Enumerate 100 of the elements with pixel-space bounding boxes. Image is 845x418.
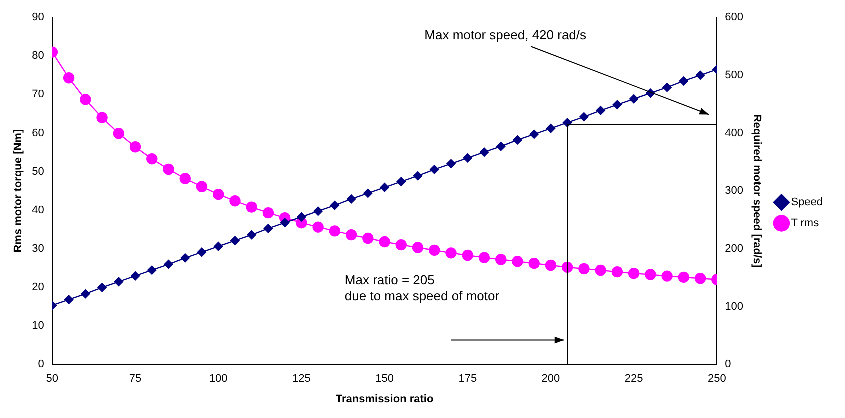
y2-tick-label: 100	[725, 300, 744, 313]
point	[580, 112, 589, 122]
point	[114, 277, 124, 286]
point	[64, 295, 74, 304]
point	[180, 254, 190, 263]
point	[230, 196, 241, 207]
y-axis-title: Rms motor torque [Nm]	[12, 129, 25, 253]
point	[346, 194, 356, 204]
y-tick-label: 50	[32, 166, 44, 178]
annotation: Max ratio = 205 due to max speed of motor	[344, 272, 500, 304]
point	[662, 82, 672, 92]
point	[478, 252, 490, 264]
x-tick-label: 200	[542, 373, 560, 386]
point	[213, 188, 224, 200]
point	[130, 142, 142, 153]
point	[314, 206, 323, 216]
point	[247, 230, 256, 240]
point	[396, 239, 408, 251]
point	[379, 236, 390, 248]
point	[246, 202, 258, 213]
y-tick-label: 40	[32, 204, 44, 216]
point	[429, 244, 440, 256]
point	[413, 171, 423, 181]
point	[446, 159, 456, 169]
y2-tick-label: 500	[725, 69, 744, 82]
point	[595, 264, 606, 276]
point	[196, 181, 208, 192]
point	[280, 218, 290, 228]
point	[362, 232, 374, 244]
point	[546, 124, 556, 134]
point	[146, 154, 158, 165]
point	[578, 263, 590, 275]
point	[330, 200, 340, 210]
y2-tick-label: 600	[725, 12, 744, 24]
point	[230, 236, 240, 246]
point	[596, 106, 606, 116]
point	[528, 258, 540, 270]
point	[496, 142, 506, 152]
y2-tick-label: 200	[725, 242, 744, 255]
point	[545, 260, 557, 272]
point	[214, 242, 224, 252]
point	[694, 273, 706, 284]
x-tick-label: 225	[624, 373, 644, 386]
point	[480, 148, 490, 157]
point	[297, 212, 306, 222]
x-tick-label: 50	[46, 373, 59, 386]
point	[346, 229, 358, 241]
point	[329, 226, 341, 237]
y-tick-label: 90	[32, 12, 44, 24]
point	[496, 254, 507, 266]
point	[148, 266, 157, 275]
point	[463, 154, 472, 163]
point	[262, 207, 274, 219]
legend-label: T rms	[791, 218, 820, 230]
y-tick-label: 0	[38, 358, 44, 371]
y-tick-label: 20	[32, 282, 44, 294]
point	[96, 112, 108, 124]
point	[696, 70, 706, 80]
point	[446, 248, 457, 259]
x-tick-label: 125	[292, 373, 311, 386]
annotation: Max motor speed, 420 rad/s	[424, 28, 588, 43]
y-tick-label: 10	[32, 320, 44, 332]
point	[612, 266, 624, 278]
point	[113, 128, 125, 140]
point	[612, 100, 622, 110]
point	[662, 270, 673, 282]
point	[180, 173, 191, 184]
x-axis-title: Transmission ratio	[336, 393, 434, 406]
point	[80, 94, 92, 106]
point	[530, 130, 539, 140]
y2-tick-label: 400	[725, 127, 744, 140]
point	[380, 183, 390, 192]
point	[396, 177, 406, 186]
y-tick-label: 70	[32, 88, 44, 101]
point	[462, 250, 474, 262]
y2-tick-label: 300	[725, 185, 744, 198]
x-tick-label: 150	[376, 373, 394, 386]
point	[430, 165, 440, 174]
point	[130, 272, 140, 281]
point	[264, 224, 274, 234]
point	[164, 260, 174, 270]
point	[412, 242, 424, 254]
legend-label: Speed	[791, 196, 824, 209]
x-tick-label: 250	[708, 373, 726, 386]
point	[512, 256, 524, 268]
point	[312, 222, 324, 233]
y2-tick-label: 0	[725, 358, 732, 371]
point	[678, 272, 690, 284]
point	[197, 248, 207, 258]
x-tick-label: 75	[129, 373, 142, 386]
point	[98, 283, 107, 292]
point	[628, 268, 640, 280]
point	[679, 76, 689, 86]
point	[63, 72, 75, 84]
point	[629, 94, 639, 104]
point	[513, 136, 522, 145]
point	[645, 269, 656, 280]
y-tick-label: 30	[32, 242, 44, 255]
x-tick-label: 100	[209, 373, 228, 386]
y-tick-label: 80	[32, 50, 44, 62]
